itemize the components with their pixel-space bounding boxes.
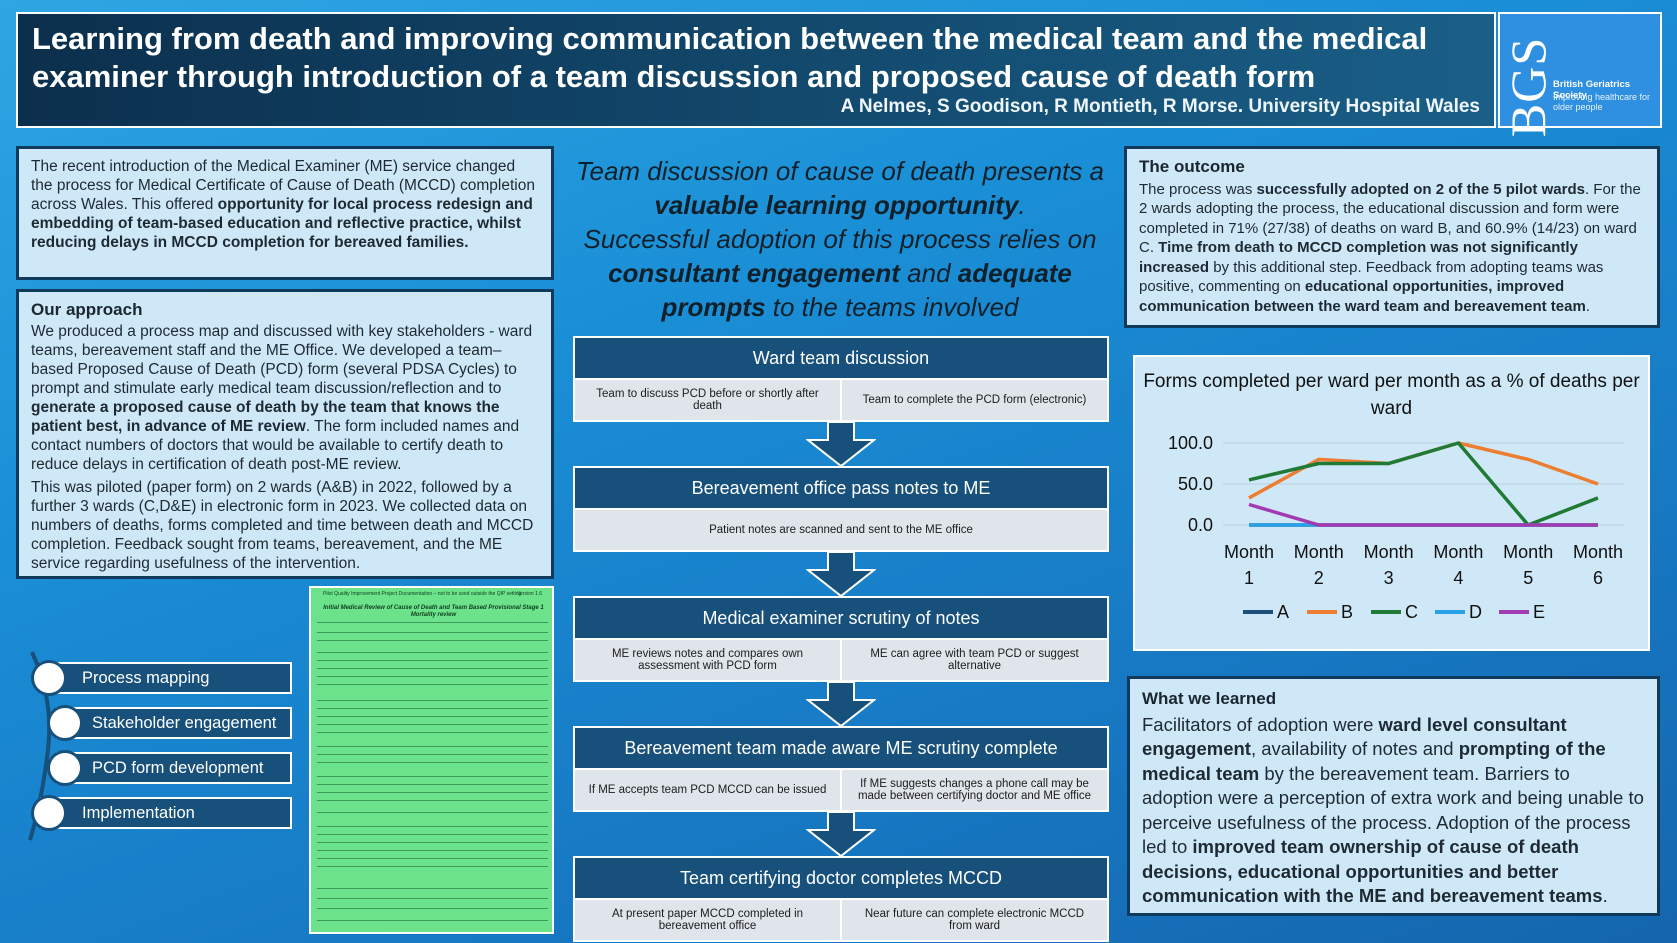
- step-dot-1: [31, 660, 67, 696]
- x-tick-label: Month: [1503, 542, 1553, 562]
- process-step-4-right: If ME suggests changes a phone call may …: [840, 770, 1107, 810]
- process-step-1-details: Team to discuss PCD before or shortly af…: [573, 380, 1109, 422]
- series-line-E: [1248, 502, 1598, 527]
- key-message: Team discussion of cause of death presen…: [575, 156, 1105, 322]
- approach-paragraph-2: This was piloted (paper form) on 2 wards…: [31, 479, 534, 572]
- bgs-logo-name: British Geriatrics Society: [1553, 79, 1631, 101]
- form-header-note: Pilot Quality Improvement Project Docume…: [323, 591, 522, 597]
- form-title: Initial Medical Review of Cause of Death…: [323, 605, 544, 618]
- poster-header: Learning from death and improving commun…: [16, 12, 1496, 128]
- process-step-3-details: ME reviews notes and compares own assess…: [573, 640, 1109, 682]
- x-tick-label: 5: [1523, 568, 1533, 588]
- process-step-5: Team certifying doctor completes MCCD At…: [573, 856, 1109, 942]
- y-tick-label: 50.0: [1178, 474, 1213, 494]
- step-dot-3: [47, 750, 83, 786]
- x-tick-label: Month: [1573, 542, 1623, 562]
- process-step-4-left: If ME accepts team PCD MCCD can be issue…: [588, 784, 827, 796]
- x-tick-label: Month: [1224, 542, 1274, 562]
- step-dot-2: [47, 705, 83, 741]
- intro-text: The recent introduction of the Medical E…: [31, 158, 535, 251]
- outcome-text: The process was successfully adopted on …: [1139, 180, 1641, 315]
- outcome-heading: The outcome: [1139, 157, 1245, 176]
- x-tick-label: Month: [1364, 542, 1414, 562]
- process-step-3-title: Medical examiner scrutiny of notes: [573, 596, 1109, 640]
- process-step-5-title: Team certifying doctor completes MCCD: [573, 856, 1109, 900]
- process-step-3: Medical examiner scrutiny of notes ME re…: [573, 596, 1109, 682]
- process-step-5-details: At present paper MCCD completed in berea…: [573, 900, 1109, 942]
- x-tick-label: 4: [1453, 568, 1463, 588]
- legend-label: D: [1469, 602, 1482, 622]
- y-tick-label: 0.0: [1188, 515, 1213, 535]
- down-arrow-icon: [806, 812, 876, 856]
- bgs-logo: BGS British Geriatrics Society Improving…: [1498, 12, 1662, 138]
- process-step-4: Bereavement team made aware ME scrutiny …: [573, 726, 1109, 812]
- step-dot-4: [31, 795, 67, 831]
- step-stakeholder-engagement: Stakeholder engagement: [56, 707, 292, 739]
- intro-box: The recent introduction of the Medical E…: [16, 146, 554, 280]
- learned-text: Facilitators of adoption were ward level…: [1142, 713, 1644, 907]
- x-tick-label: Month: [1294, 542, 1344, 562]
- process-step-2: Bereavement office pass notes to ME Pati…: [573, 466, 1109, 552]
- pcd-form-image: Pilot Quality Improvement Project Docume…: [309, 586, 554, 934]
- approach-heading: Our approach: [31, 300, 143, 319]
- x-tick-label: 1: [1244, 568, 1254, 588]
- process-step-1-left: Team to discuss PCD before or shortly af…: [596, 388, 819, 412]
- bgs-logo-mark: BGS: [1500, 36, 1556, 138]
- down-arrow-icon: [806, 552, 876, 596]
- process-step-2-text: Patient notes are scanned and sent to th…: [709, 524, 973, 536]
- approach-paragraph-1: We produced a process map and discussed …: [31, 323, 533, 473]
- down-arrow-icon: [806, 422, 876, 466]
- process-step-2-details: Patient notes are scanned and sent to th…: [573, 510, 1109, 552]
- poster-authors: A Nelmes, S Goodison, R Montieth, R Mors…: [840, 96, 1480, 117]
- legend-label: C: [1405, 602, 1418, 622]
- down-arrow-icon: [806, 682, 876, 726]
- x-tick-label: 3: [1384, 568, 1394, 588]
- process-step-3-right: ME can agree with team PCD or suggest al…: [840, 640, 1107, 680]
- poster-title: Learning from death and improving commun…: [32, 21, 1428, 94]
- process-step-1-title: Ward team discussion: [573, 336, 1109, 380]
- step-implementation: Implementation: [40, 797, 292, 829]
- process-flow: Ward team discussion Team to discuss PCD…: [573, 336, 1109, 942]
- process-step-1: Ward team discussion Team to discuss PCD…: [573, 336, 1109, 422]
- step-process-mapping: Process mapping: [40, 662, 292, 694]
- series-line-B: [1248, 441, 1599, 500]
- legend-label: B: [1341, 602, 1353, 622]
- series-line-C: [1248, 441, 1599, 527]
- learned-heading: What we learned: [1142, 689, 1277, 708]
- process-step-5-right: Near future can complete electronic MCCD…: [840, 900, 1107, 940]
- step-pcd-form-development: PCD form development: [56, 752, 292, 784]
- y-tick-label: 100.0: [1168, 433, 1213, 453]
- process-step-1-right: Team to complete the PCD form (electroni…: [840, 380, 1107, 420]
- process-step-5-left: At present paper MCCD completed in berea…: [611, 908, 804, 932]
- outcome-box: The outcome The process was successfully…: [1124, 146, 1660, 328]
- chart-panel: [1133, 355, 1650, 651]
- process-step-2-title: Bereavement office pass notes to ME: [573, 466, 1109, 510]
- legend-label: E: [1533, 602, 1545, 622]
- process-step-3-left: ME reviews notes and compares own assess…: [611, 648, 804, 672]
- approach-box: Our approach We produced a process map a…: [16, 289, 554, 579]
- process-step-4-details: If ME accepts team PCD MCCD can be issue…: [573, 770, 1109, 812]
- learned-box: What we learned Facilitators of adoption…: [1127, 676, 1660, 916]
- form-version: Version 1.6: [517, 591, 543, 597]
- line-chart: 100.0 50.0 0.0 Month 1 Month 2 Month 3 Month 4 Mont…: [1168, 433, 1624, 622]
- chart-title: Forms completed per ward per month as a …: [1143, 371, 1640, 419]
- x-tick-label: Month: [1433, 542, 1483, 562]
- x-tick-label: 6: [1593, 568, 1603, 588]
- bgs-logo-tagline: Improving healthcare for older people: [1553, 92, 1651, 112]
- x-tick-label: 2: [1314, 568, 1324, 588]
- process-step-4-title: Bereavement team made aware ME scrutiny …: [573, 726, 1109, 770]
- legend-label: A: [1277, 602, 1289, 622]
